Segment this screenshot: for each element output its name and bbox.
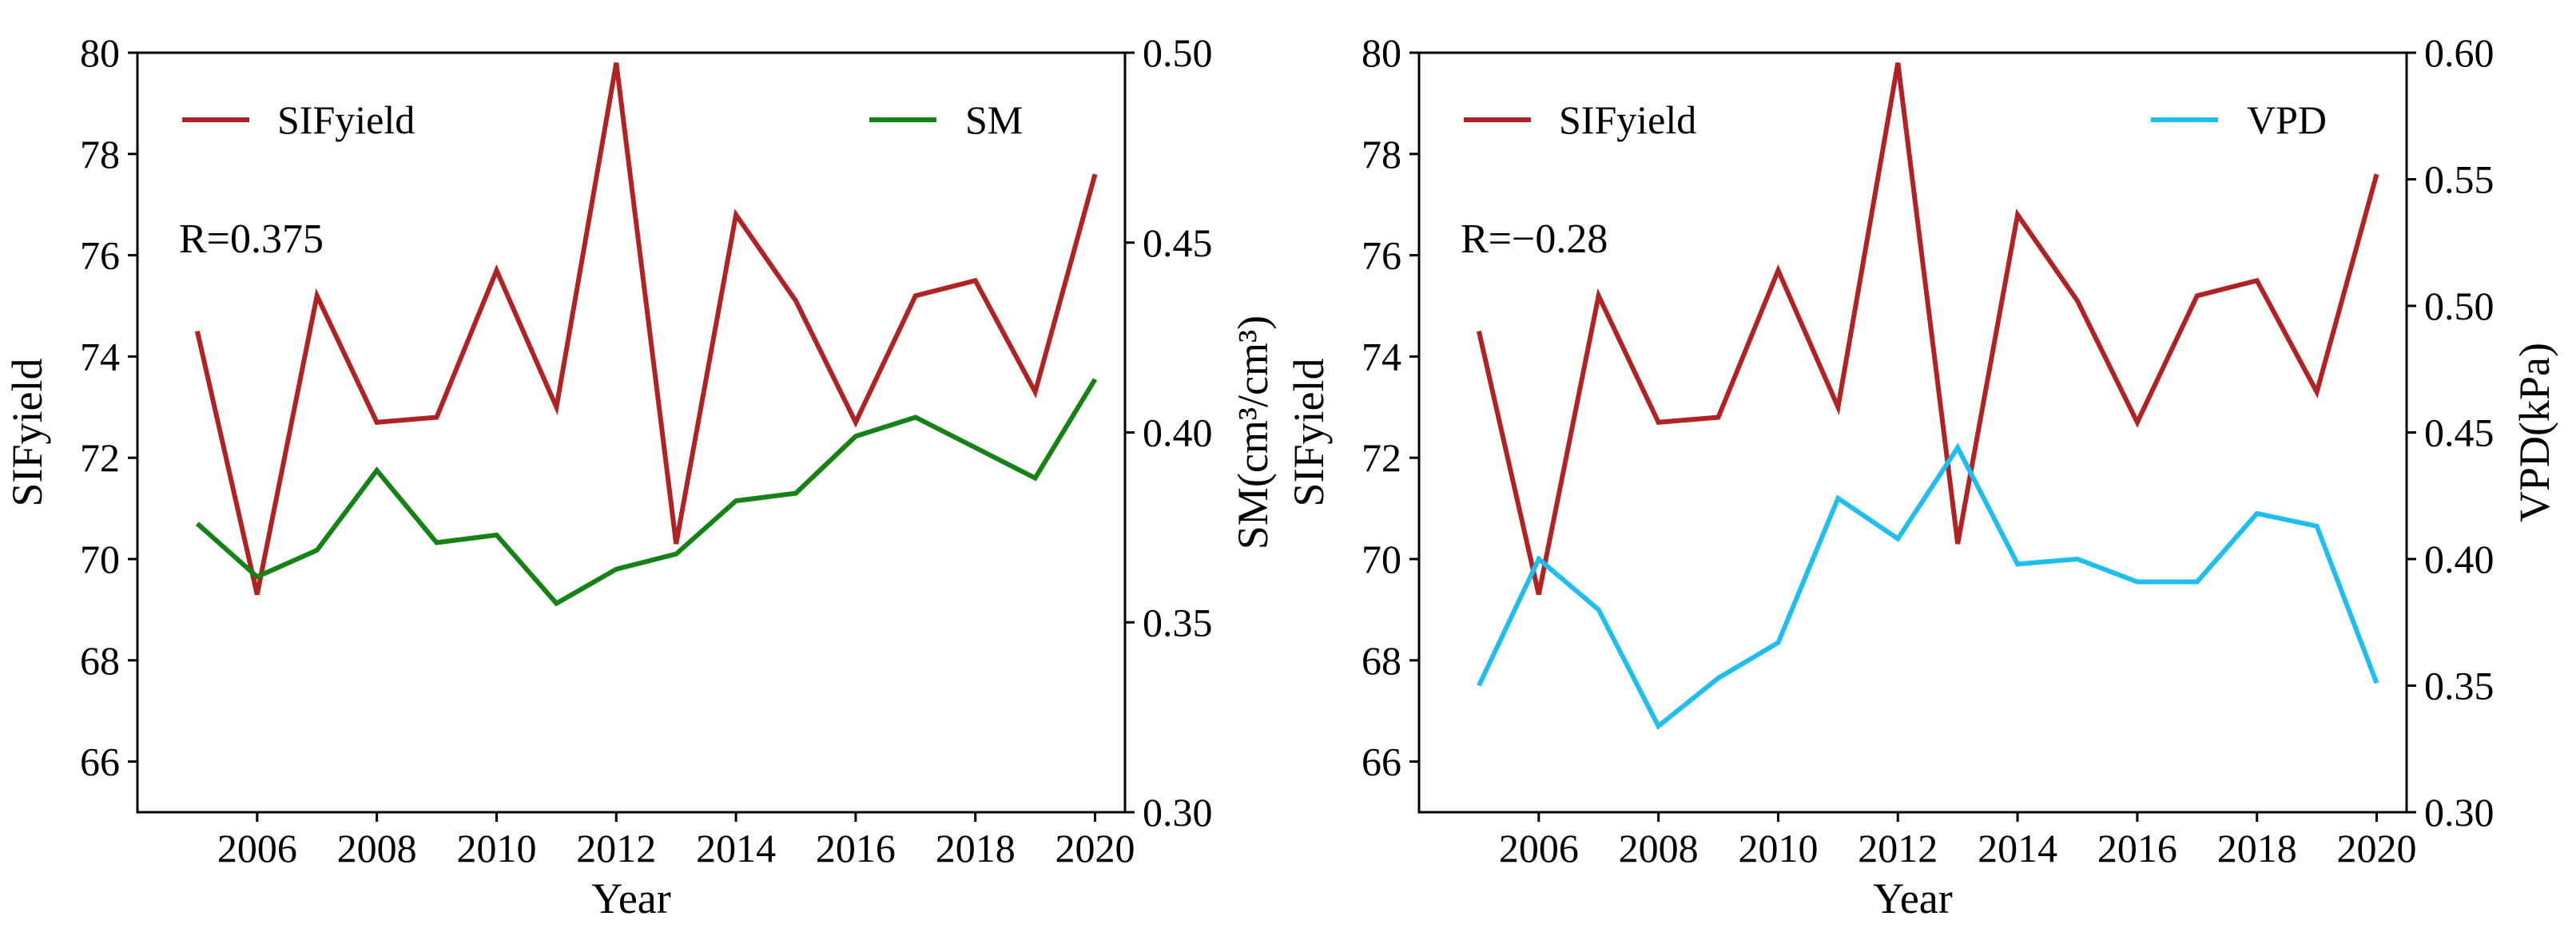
series-line-sm xyxy=(195,378,1098,607)
legend-label-vpd: VPD xyxy=(2247,97,2327,142)
y-left-tick-label: 76 xyxy=(1362,233,1401,278)
correlation-annotation: R=0.375 xyxy=(179,216,324,262)
x-tick-label: 2006 xyxy=(1499,826,1579,871)
y-left-tick-label: 66 xyxy=(80,740,120,784)
y-left-tick-label: 72 xyxy=(80,435,120,480)
x-tick-label: 2012 xyxy=(1858,826,1938,871)
y-right-tick-label: 0.40 xyxy=(2424,537,2495,581)
x-tick-label: 2008 xyxy=(337,826,417,871)
x-tick-label: 2014 xyxy=(1978,826,2057,871)
series-line-sifyield xyxy=(1476,62,2379,596)
y-right-tick-label: 0.40 xyxy=(1143,411,1213,455)
x-tick-label: 2010 xyxy=(1738,826,1818,871)
legend-label-sm: SM xyxy=(965,97,1023,142)
y-left-tick-label: 78 xyxy=(1362,132,1401,176)
y-left-tick-label: 72 xyxy=(1362,435,1401,480)
x-tick-label: 2016 xyxy=(2097,826,2177,871)
y-right-tick-label: 0.45 xyxy=(1143,220,1213,265)
y-right-tick-label: 0.45 xyxy=(2424,411,2495,455)
y-left-tick-label: 70 xyxy=(1362,537,1401,581)
x-tick-label: 2010 xyxy=(456,826,536,871)
y-left-axis-label: SIFyield xyxy=(3,358,51,506)
x-tick-label: 2008 xyxy=(1619,826,1699,871)
y-left-tick-label: 80 xyxy=(1362,30,1401,75)
x-tick-label: 2012 xyxy=(576,826,656,871)
y-left-tick-label: 68 xyxy=(80,638,120,683)
chart-panel-2: 2006 2008 2010 2012 2014 2016 2018 2020 Year 66 68… xyxy=(1285,30,2558,922)
x-tick-label: 2020 xyxy=(1055,826,1135,871)
y-right-tick-label: 0.30 xyxy=(2424,790,2495,835)
legend-label-sifyield: SIFyield xyxy=(1559,97,1696,142)
y-right-tick-label: 0.50 xyxy=(2424,284,2495,328)
y-right-axis-label: VPD(kPa) xyxy=(2510,343,2558,522)
y-right-tick-label: 0.35 xyxy=(2424,664,2495,708)
x-tick-label: 2014 xyxy=(696,826,776,871)
y-right-axis-label: SM(cm³/cm³) xyxy=(1229,315,1277,549)
y-left-tick-label: 74 xyxy=(80,334,120,379)
x-tick-label: 2016 xyxy=(816,826,896,871)
x-axis-label: Year xyxy=(1873,875,1953,922)
x-tick-label: 2018 xyxy=(2217,826,2297,871)
y-right-tick-label: 0.30 xyxy=(1143,790,1213,835)
series-line-sifyield xyxy=(194,62,1098,596)
y-left-tick-label: 76 xyxy=(80,233,120,278)
y-left-tick-label: 70 xyxy=(80,537,120,581)
y-right-tick-label: 0.55 xyxy=(2424,157,2495,202)
chart-panel-1: 2006 2008 2010 2012 2014 2016 2018 2020 Year 66 68… xyxy=(3,30,1277,922)
y-left-tick-label: 68 xyxy=(1362,638,1401,683)
correlation-annotation: R=−0.28 xyxy=(1461,216,1608,262)
y-right-tick-label: 0.35 xyxy=(1143,600,1213,645)
y-right-tick-label: 0.50 xyxy=(1143,30,1213,75)
legend-label-sifyield: SIFyield xyxy=(277,97,415,142)
x-axis-label: Year xyxy=(591,875,671,922)
x-tick-label: 2006 xyxy=(217,826,297,871)
y-left-tick-label: 80 xyxy=(80,30,120,75)
y-left-axis-label: SIFyield xyxy=(1285,358,1333,506)
y-left-tick-label: 78 xyxy=(80,132,120,176)
series-line-vpd xyxy=(1477,442,2379,730)
y-left-tick-label: 74 xyxy=(1362,334,1401,379)
y-right-tick-label: 0.60 xyxy=(2424,30,2495,75)
y-left-tick-label: 66 xyxy=(1362,740,1401,784)
x-tick-label: 2018 xyxy=(936,826,1016,871)
x-tick-label: 2020 xyxy=(2337,826,2417,871)
